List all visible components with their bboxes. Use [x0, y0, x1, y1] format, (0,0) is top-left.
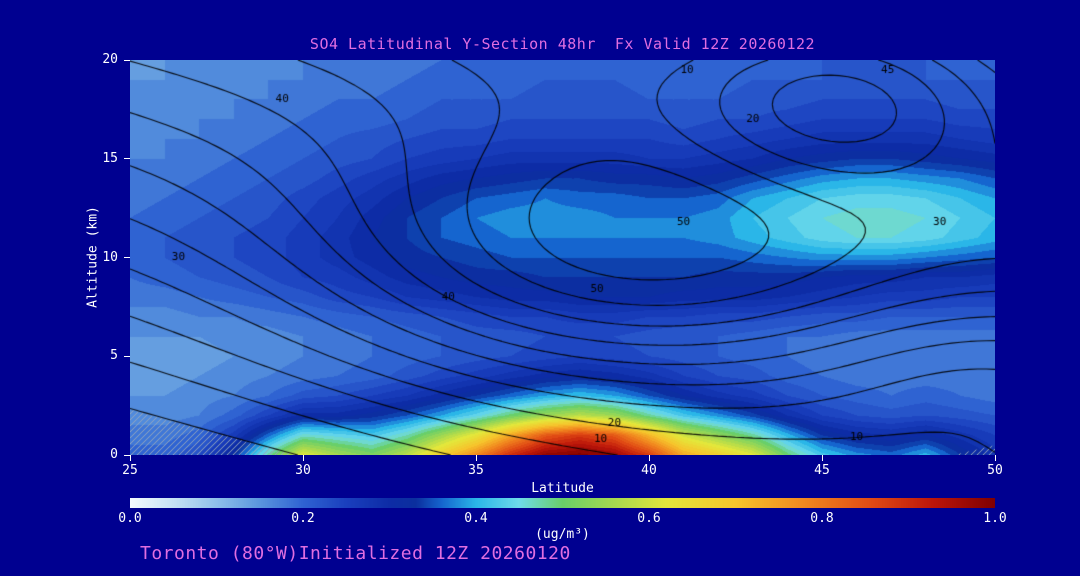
colorbar-tick-label: 0.6	[637, 511, 661, 526]
x-tick-mark	[648, 455, 650, 461]
y-tick-mark	[124, 158, 130, 160]
x-tick-label: 25	[122, 463, 138, 478]
y-tick-mark	[124, 355, 130, 357]
x-tick-mark	[302, 455, 304, 461]
x-tick-label: 30	[295, 463, 311, 478]
y-tick-label: 0	[110, 447, 118, 462]
x-axis-ticks: 25 30 35 40 45 50	[122, 455, 1003, 479]
colorbar-tick-label: 0.2	[291, 511, 315, 526]
x-tick-label: 50	[987, 463, 1003, 478]
plot-title: SO4 Latitudinal Y-Section 48hr Fx Valid …	[309, 35, 816, 53]
y-tick-mark	[124, 454, 130, 456]
cross-section-plot	[130, 60, 995, 455]
x-tick-mark	[821, 455, 823, 461]
colorbar	[130, 498, 995, 508]
y-tick-mark	[124, 59, 130, 61]
y-tick-label: 20	[102, 52, 118, 67]
x-tick-mark	[129, 455, 131, 461]
footer-run-info: Toronto (80°W)Initialized 12Z 20260120	[140, 543, 571, 564]
x-tick-label: 45	[814, 463, 830, 478]
colorbar-units: (ug/m³)	[535, 527, 590, 542]
colorbar-tick-label: 0.0	[118, 511, 142, 526]
colorbar-tick-label: 0.4	[464, 511, 488, 526]
colorbar-ticks: 0.0 0.2 0.4 0.6 0.8 1.0	[118, 511, 1006, 527]
x-axis-title: Latitude	[531, 481, 594, 496]
x-tick-label: 40	[641, 463, 657, 478]
x-tick-mark	[475, 455, 477, 461]
y-tick-label: 10	[102, 249, 118, 265]
y-tick-mark	[124, 257, 130, 258]
colorbar-tick-label: 0.8	[810, 511, 834, 526]
x-tick-mark	[994, 455, 996, 461]
y-tick-label: 15	[102, 150, 118, 166]
x-tick-label: 35	[468, 463, 484, 478]
y-axis-ticks: 0 5 10 15 20	[0, 52, 130, 462]
colorbar-tick-label: 1.0	[983, 511, 1007, 526]
y-tick-label: 5	[110, 348, 118, 364]
